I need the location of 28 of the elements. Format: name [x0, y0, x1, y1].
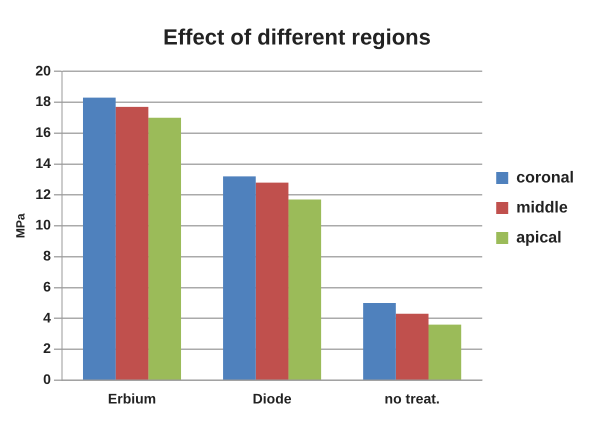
bar — [148, 118, 182, 380]
chart-title: Effect of different regions — [163, 24, 431, 50]
legend-label: apical — [516, 229, 562, 246]
y-tick-label: 4 — [43, 309, 52, 326]
x-tick-label: Diode — [252, 390, 292, 406]
bar — [363, 303, 396, 380]
y-axis-title: MPa — [14, 213, 28, 238]
y-tick-label: 0 — [43, 371, 52, 388]
y-tick-label: 6 — [43, 278, 52, 294]
x-tick-label: no treat. — [384, 390, 440, 406]
legend-label: coronal — [516, 169, 574, 186]
y-tick-label: 14 — [35, 154, 52, 171]
y-tick-label: 20 — [35, 62, 52, 78]
y-tick-label: 8 — [43, 248, 52, 264]
y-tick-label: 2 — [43, 340, 52, 356]
y-tick-label: 12 — [35, 186, 52, 202]
y-tick-label: 10 — [35, 216, 52, 233]
bar — [256, 182, 288, 380]
bar — [223, 176, 256, 380]
bar — [116, 106, 148, 380]
bar — [82, 98, 116, 380]
bar — [396, 314, 429, 380]
y-tick-label: 18 — [35, 93, 52, 110]
x-tick-label: Erbium — [108, 390, 156, 406]
bar — [288, 200, 322, 380]
y-tick-label: 16 — [35, 124, 52, 140]
legend-label: middle — [516, 199, 568, 216]
bar — [428, 324, 462, 380]
